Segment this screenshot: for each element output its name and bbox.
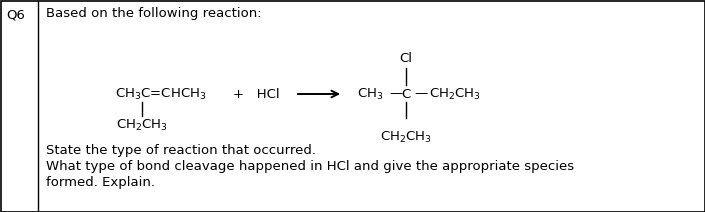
Text: Cl: Cl [400, 52, 412, 64]
Text: CH$_3$C=CHCH$_3$: CH$_3$C=CHCH$_3$ [115, 86, 207, 102]
Text: formed. Explain.: formed. Explain. [46, 176, 155, 189]
Text: CH$_2$CH$_3$: CH$_2$CH$_3$ [116, 118, 168, 133]
Text: —: — [414, 88, 427, 100]
Text: CH$_2$CH$_3$: CH$_2$CH$_3$ [429, 86, 481, 102]
Text: State the type of reaction that occurred.: State the type of reaction that occurred… [46, 144, 316, 157]
Text: What type of bond cleavage happened in HCl and give the appropriate species: What type of bond cleavage happened in H… [46, 160, 574, 173]
Text: Q6: Q6 [6, 8, 25, 21]
Text: CH$_2$CH$_3$: CH$_2$CH$_3$ [380, 130, 432, 145]
Text: C: C [401, 88, 410, 100]
Text: Based on the following reaction:: Based on the following reaction: [46, 7, 262, 20]
Text: +   HCl: + HCl [233, 88, 280, 100]
Text: —: — [389, 88, 403, 100]
Text: CH$_3$: CH$_3$ [357, 86, 384, 102]
